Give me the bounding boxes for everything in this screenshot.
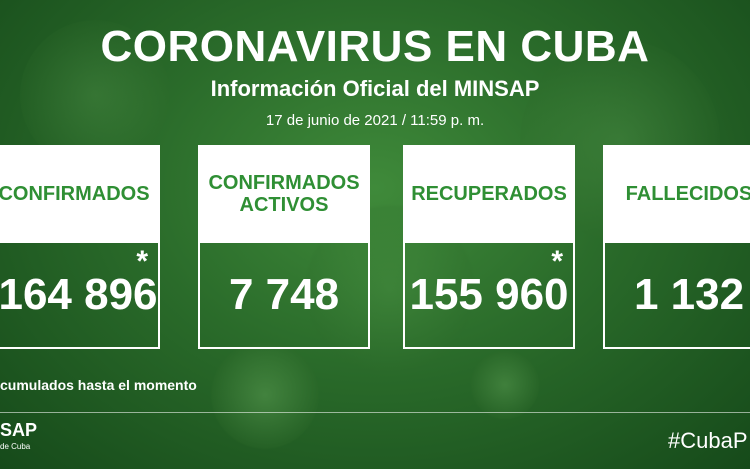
stat-card-label: CONFIRMADOS ACTIVOS bbox=[198, 145, 370, 243]
stat-card-fallecidos: FALLECIDOS 1 132 * bbox=[603, 145, 750, 349]
stat-card-value-box: 7 748 bbox=[198, 243, 370, 349]
stat-card-value: 155 960 bbox=[409, 270, 569, 319]
page-title: CORONAVIRUS EN CUBA bbox=[100, 22, 650, 71]
stat-card-value: 7 748 bbox=[228, 270, 340, 319]
stat-card-label: CONFIRMADOS bbox=[0, 145, 160, 243]
stat-card-confirmados-activos: CONFIRMADOS ACTIVOS 7 748 bbox=[198, 145, 370, 349]
asterisk-mark: * bbox=[551, 245, 563, 278]
page-subtitle: Información Oficial del MINSAP bbox=[210, 76, 540, 101]
stat-card-value: 1 132 bbox=[633, 270, 745, 319]
hashtag: #CubaP bbox=[668, 428, 748, 453]
virus-background-graphic bbox=[210, 340, 320, 450]
stat-card-label: RECUPERADOS bbox=[403, 145, 575, 243]
asterisk-mark: * bbox=[136, 245, 148, 278]
logo-subtext: de Cuba bbox=[0, 442, 31, 451]
footer-divider bbox=[0, 412, 750, 413]
report-date: 17 de junio de 2021 / 11:59 p. m. bbox=[265, 112, 485, 129]
stat-card-value-box: 1 132 * bbox=[603, 243, 750, 349]
stat-card-label: FALLECIDOS bbox=[603, 145, 750, 243]
stat-card-value-box: 164 896 * bbox=[0, 243, 160, 349]
virus-background-graphic bbox=[470, 350, 540, 420]
stat-card-recuperados: RECUPERADOS 155 960 * bbox=[403, 145, 575, 349]
minsap-logo: SAP de Cuba bbox=[0, 420, 37, 451]
logo-text: SAP bbox=[0, 420, 38, 440]
stat-card-value: 164 896 bbox=[0, 270, 158, 319]
footnote: cumulados hasta el momento bbox=[0, 377, 197, 393]
stat-card-value-box: 155 960 * bbox=[403, 243, 575, 349]
stat-card-confirmados: CONFIRMADOS 164 896 * bbox=[0, 145, 160, 349]
